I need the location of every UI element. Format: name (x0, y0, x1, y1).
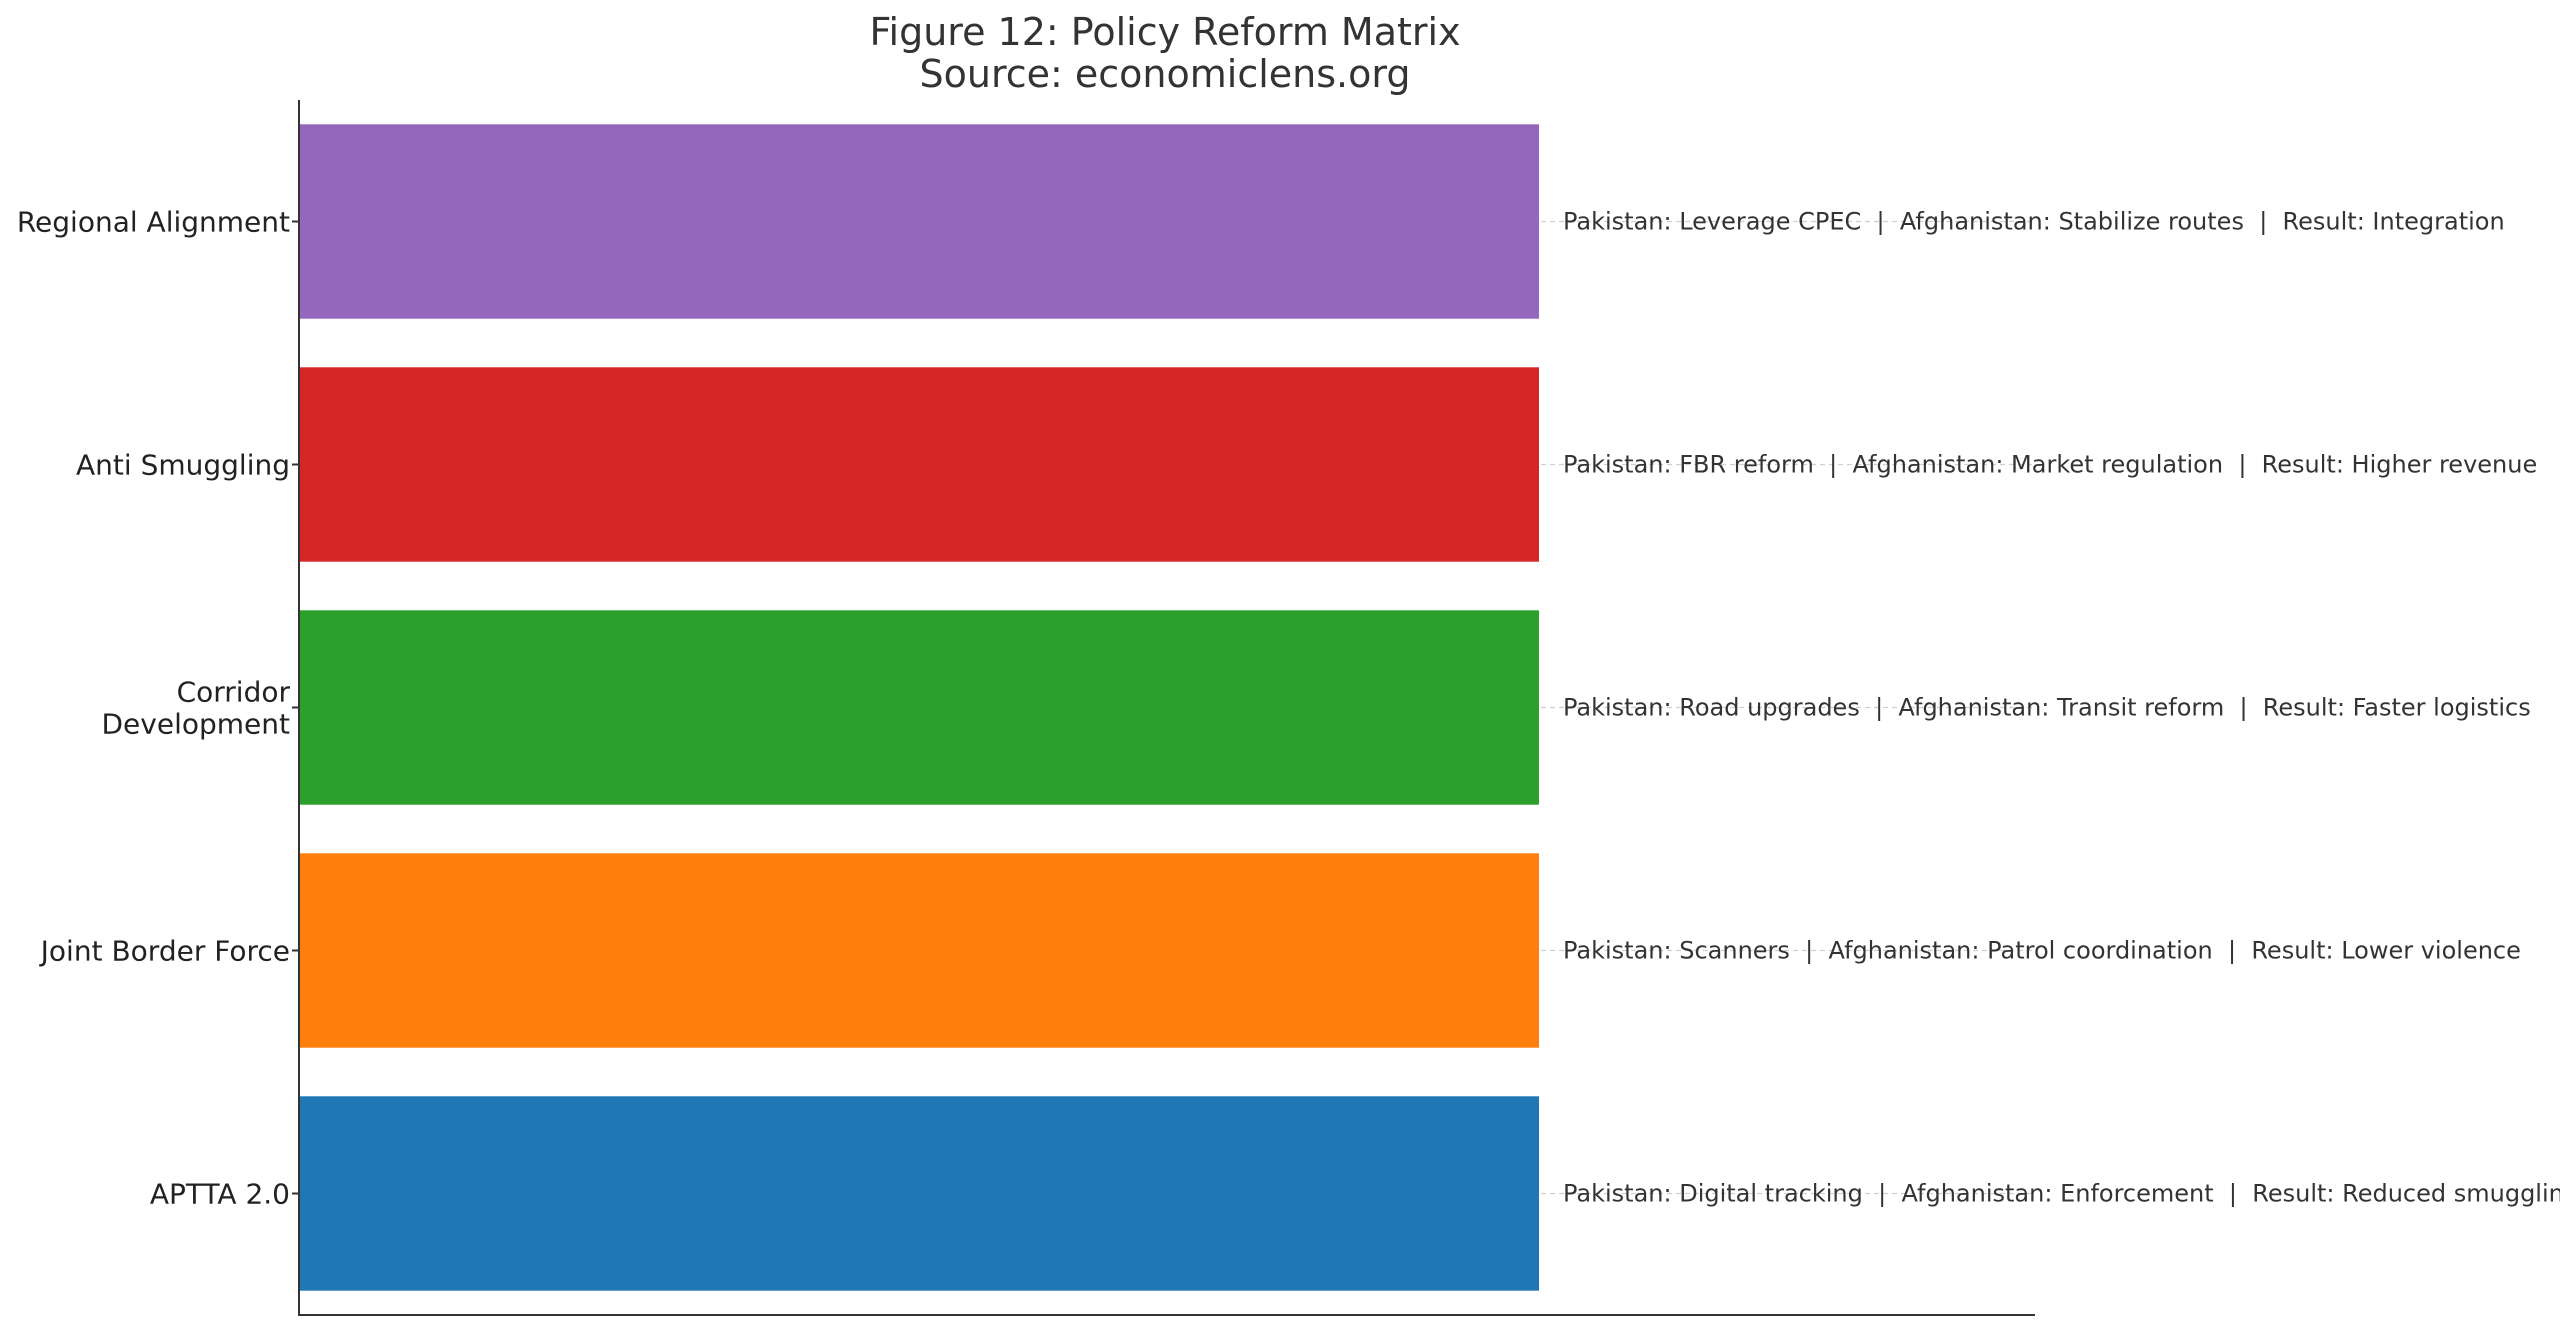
annotation-anti-smuggling: Pakistan: FBR reform | Afghanistan: Mark… (1563, 451, 2537, 479)
category-label-line: Corridor (177, 676, 291, 709)
annotation-joint-border-force: Pakistan: Scanners | Afghanistan: Patrol… (1563, 937, 2521, 965)
bar-joint-border-force (299, 853, 1539, 1048)
bar-corridor-development (299, 610, 1539, 805)
bar-aptta-2-0 (299, 1096, 1539, 1291)
bars (299, 124, 1539, 1291)
category-label-line: Anti Smuggling (76, 449, 290, 482)
chart-title: Figure 12: Policy Reform Matrix (869, 10, 1460, 54)
annotation-corridor-development: Pakistan: Road upgrades | Afghanistan: T… (1563, 694, 2531, 722)
bar-annotations: Pakistan: Digital tracking | Afghanistan… (1563, 208, 2560, 1208)
bar-regional-alignment (299, 124, 1539, 319)
bar-anti-smuggling (299, 367, 1539, 562)
category-label-line: APTTA 2.0 (150, 1178, 290, 1211)
annotation-regional-alignment: Pakistan: Leverage CPEC | Afghanistan: S… (1563, 208, 2505, 236)
category-label-corridor-development: Corridor Development (102, 676, 291, 741)
category-label-line: Development (102, 708, 291, 741)
annotation-aptta-2-0: Pakistan: Digital tracking | Afghanistan… (1563, 1180, 2560, 1208)
category-label-joint-border-force: Joint Border Force (39, 935, 290, 968)
category-label-line: Joint Border Force (39, 935, 290, 968)
category-label-regional-alignment: Regional Alignment (17, 206, 290, 239)
chart-subtitle: Source: economiclens.org (920, 52, 1411, 96)
category-label-anti-smuggling: Anti Smuggling (76, 449, 290, 482)
category-label-aptta-2-0: APTTA 2.0 (150, 1178, 290, 1211)
category-labels: APTTA 2.0 Joint Border Force Corridor Devel… (17, 206, 299, 1211)
category-label-line: Regional Alignment (17, 206, 290, 239)
